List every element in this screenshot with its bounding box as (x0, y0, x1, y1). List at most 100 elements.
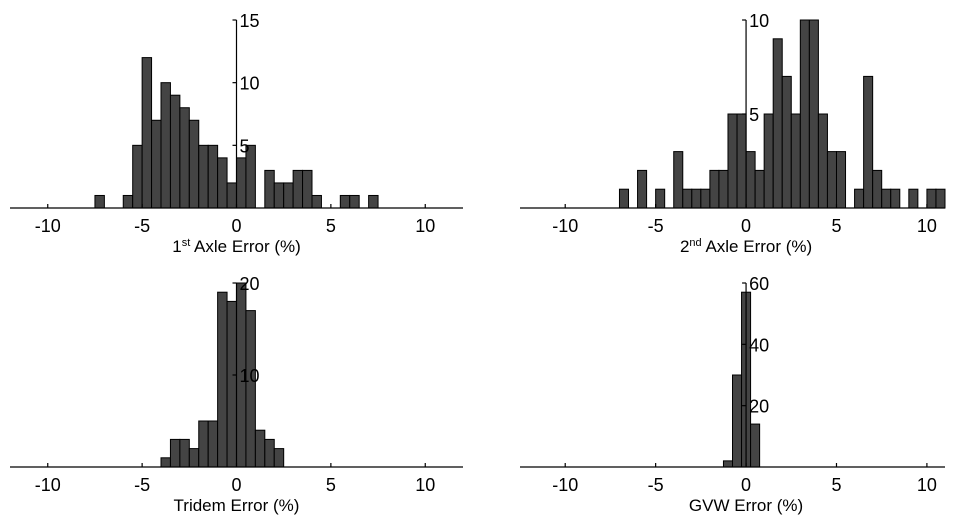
x-tick-label: -5 (648, 475, 664, 495)
x-tick-label: 0 (741, 216, 751, 236)
x-axis-label-part: 1 (172, 237, 181, 256)
bar (709, 169, 720, 209)
bar (169, 438, 181, 468)
bar (311, 194, 322, 209)
x-tick-label: -5 (134, 216, 150, 236)
bar (264, 169, 275, 209)
bar (339, 194, 351, 209)
x-axis-label-part: Axle Error (%) (702, 237, 813, 256)
y-tick-label: 10 (240, 74, 260, 94)
x-tick-label: 10 (917, 475, 937, 495)
bar (682, 188, 693, 209)
bar (169, 94, 181, 209)
bar (217, 157, 228, 209)
x-tick-label: 0 (231, 216, 241, 236)
x-tick-label: 10 (415, 216, 435, 236)
bar (245, 310, 256, 468)
bar (826, 151, 837, 209)
bar (302, 169, 313, 209)
bar (718, 169, 729, 209)
bar (179, 438, 190, 468)
x-tick-label: 0 (231, 475, 241, 495)
bar (732, 374, 743, 468)
bar (349, 194, 360, 209)
y-tick-label: 20 (240, 274, 260, 294)
x-tick-label: -5 (648, 216, 664, 236)
bar (727, 113, 738, 209)
bar (188, 448, 200, 468)
bar (673, 151, 684, 209)
x-tick-label: -10 (35, 475, 61, 495)
bar (132, 144, 143, 209)
bar (160, 82, 171, 209)
bar (160, 457, 171, 468)
x-axis-label: 2nd Axle Error (%) (680, 237, 812, 256)
x-axis-label: Tridem Error (%) (174, 496, 300, 515)
bar (872, 169, 883, 209)
bar (264, 438, 275, 468)
bar (236, 157, 247, 209)
bar (254, 429, 266, 468)
x-tick-label: -10 (35, 216, 61, 236)
bar (273, 448, 285, 468)
bar (292, 169, 304, 209)
x-axis-label: GVW Error (%) (689, 496, 803, 515)
y-tick-label: 5 (240, 136, 250, 156)
bar (283, 182, 294, 209)
y-tick-label: 10 (240, 366, 260, 386)
x-axis-label-part: GVW Error (%) (689, 496, 803, 515)
x-tick-label: 10 (415, 475, 435, 495)
y-tick-label: 40 (749, 335, 769, 355)
bar (772, 38, 783, 209)
bar (745, 151, 756, 209)
bar (763, 113, 774, 209)
bar (817, 113, 828, 209)
bar (808, 19, 819, 209)
bar (691, 188, 702, 209)
x-tick-label: -10 (552, 475, 578, 495)
bar (781, 75, 792, 209)
x-tick-label: 5 (831, 475, 841, 495)
x-axis-label-part: 2 (680, 237, 689, 256)
y-tick-label: 20 (749, 397, 769, 417)
x-axis-label-part: Tridem Error (%) (174, 496, 300, 515)
bar (790, 113, 801, 209)
bar (754, 169, 765, 209)
bar (926, 188, 937, 209)
bar (198, 144, 209, 209)
bar (207, 420, 219, 468)
x-tick-label: 10 (917, 216, 937, 236)
x-axis-label-sup: st (182, 237, 191, 249)
bar (151, 119, 162, 209)
bar (736, 113, 747, 209)
x-tick-label: -10 (552, 216, 578, 236)
x-axis-label-sup: nd (689, 237, 701, 249)
x-tick-label: 5 (831, 216, 841, 236)
bar (750, 423, 761, 468)
bar (179, 107, 190, 209)
bar (368, 194, 379, 209)
bar (618, 188, 630, 209)
bar (637, 169, 648, 209)
bar (835, 151, 847, 209)
x-tick-label: 5 (326, 475, 336, 495)
bar (94, 194, 105, 209)
bar (700, 188, 711, 209)
bar (722, 460, 734, 468)
bar (226, 182, 237, 209)
bar (188, 119, 200, 209)
bar (122, 194, 134, 209)
bar (881, 188, 892, 209)
y-tick-label: 60 (749, 274, 769, 294)
bar (141, 57, 153, 209)
bar (799, 19, 810, 209)
bar (935, 188, 946, 209)
x-axis-label-part: Axle Error (%) (190, 237, 301, 256)
bar (863, 75, 874, 209)
x-tick-label: 0 (741, 475, 751, 495)
bar (890, 188, 901, 209)
y-tick-label: 5 (749, 105, 759, 125)
x-tick-label: -5 (134, 475, 150, 495)
bar (217, 291, 228, 468)
